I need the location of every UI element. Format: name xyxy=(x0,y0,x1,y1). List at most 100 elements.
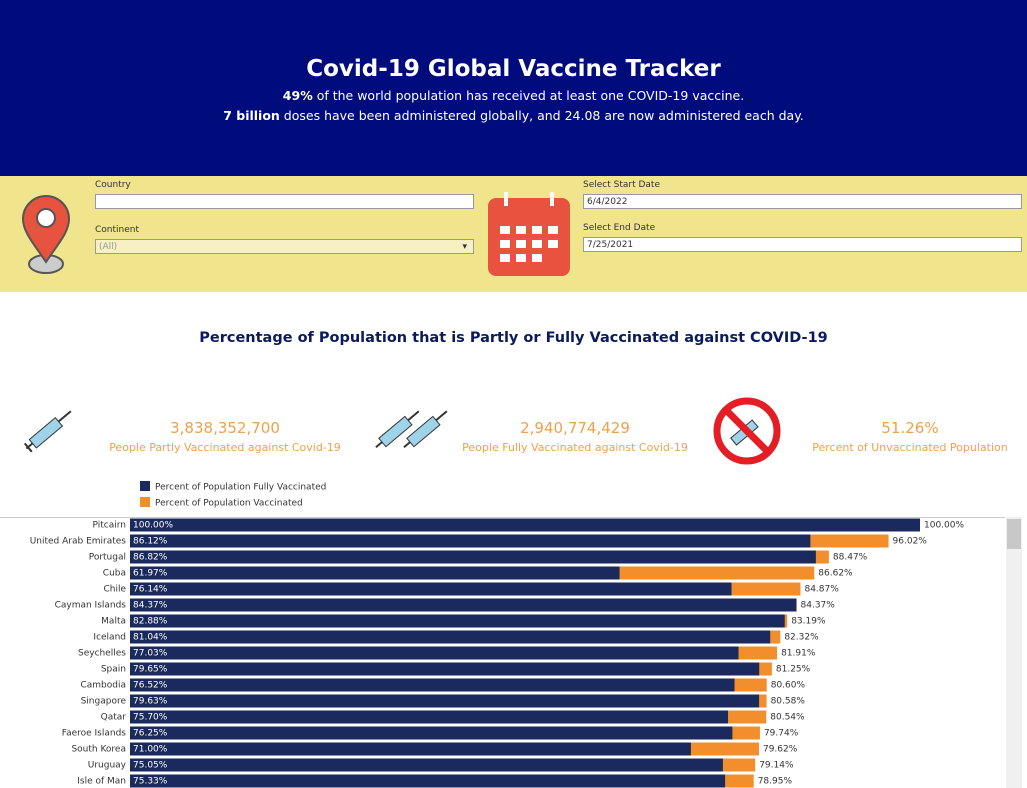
data-label: 71.00% xyxy=(133,745,168,755)
data-label: 86.62% xyxy=(818,569,853,579)
bar-fully-vaccinated xyxy=(130,614,785,628)
bar-fully-vaccinated xyxy=(130,694,760,708)
scrollbar-thumb[interactable] xyxy=(1007,519,1021,549)
chart-title: Percentage of Population that is Partly … xyxy=(199,330,828,346)
filter-label: Select Start Date xyxy=(583,180,660,190)
category-label: Pitcairn xyxy=(93,521,126,531)
highlight: 7 billion xyxy=(223,108,280,123)
data-label: 75.70% xyxy=(133,713,168,723)
text: of the world population has received at … xyxy=(312,88,745,103)
data-label: 80.54% xyxy=(770,713,805,723)
kpi-value: 2,940,774,429 xyxy=(520,419,630,437)
data-label: 82.32% xyxy=(784,633,819,643)
text: doses have been administered globally, a… xyxy=(279,108,804,123)
data-label: 81.91% xyxy=(781,649,816,659)
filter-label: Continent xyxy=(95,225,139,235)
end-date-input[interactable]: 7/25/2021 xyxy=(583,237,1022,252)
data-label: 76.14% xyxy=(133,585,168,595)
category-label: Chile xyxy=(103,585,126,595)
data-label: 83.19% xyxy=(791,617,826,627)
category-label: Qatar xyxy=(101,713,127,723)
kpi-label: Percent of Unvaccinated Population xyxy=(812,441,1008,454)
category-label: United Arab Emirates xyxy=(30,537,127,547)
category-label: Iceland xyxy=(93,633,126,643)
category-label: Portugal xyxy=(89,553,126,563)
header: Covid-19 Global Vaccine Tracker 49% of t… xyxy=(0,0,1027,176)
kpi-value: 3,838,352,700 xyxy=(170,419,280,437)
category-label: Singapore xyxy=(81,697,127,707)
bar-fully-vaccinated xyxy=(130,726,733,740)
data-label: 76.25% xyxy=(133,729,168,739)
syringes-icon xyxy=(375,410,448,448)
category-label: Cuba xyxy=(103,569,126,579)
bar-fully-vaccinated xyxy=(130,646,739,660)
legend: Percent of Population Fully Vaccinated Pe… xyxy=(140,481,326,509)
data-label: 77.03% xyxy=(133,649,168,659)
data-label: 79.74% xyxy=(764,729,799,739)
category-label: Seychelles xyxy=(78,649,126,659)
bar-fully-vaccinated xyxy=(130,758,723,772)
filter-bar: Country Continent (All) ▾ Select Start Da… xyxy=(0,176,1027,292)
syringe-icon xyxy=(23,410,72,453)
data-label: 81.04% xyxy=(133,633,168,643)
data-label: 82.88% xyxy=(133,617,168,627)
legend-label: Percent of Population Fully Vaccinated xyxy=(155,483,326,493)
start-date-input[interactable]: 6/4/2022 xyxy=(583,194,1022,209)
data-label: 80.58% xyxy=(771,697,806,707)
data-label: 100.00% xyxy=(133,521,173,531)
data-label: 80.60% xyxy=(771,681,806,691)
bar-fully-vaccinated xyxy=(130,550,816,564)
data-label: 79.65% xyxy=(133,665,168,675)
summary-line: 49% of the world population has received… xyxy=(0,88,1027,103)
dropdown-arrow: ▾ xyxy=(462,242,467,252)
category-label: South Korea xyxy=(71,745,126,755)
bar-fully-vaccinated xyxy=(130,582,732,596)
kpi-value: 51.26% xyxy=(881,419,939,437)
data-label: 100.00% xyxy=(924,521,964,531)
bar-fully-vaccinated xyxy=(130,534,811,548)
bar-fully-vaccinated xyxy=(130,630,771,644)
data-label: 61.97% xyxy=(133,569,168,579)
data-label: 81.25% xyxy=(776,665,811,675)
continent-select[interactable]: (All) ▾ xyxy=(95,239,474,254)
data-label: 75.33% xyxy=(133,777,168,787)
bar-fully-vaccinated xyxy=(130,662,760,676)
category-label: Cambodia xyxy=(80,681,126,691)
bar-fully-vaccinated xyxy=(130,774,726,788)
category-label: Uruguay xyxy=(88,761,127,771)
bar-fully-vaccinated xyxy=(130,598,797,612)
category-label: Isle of Man xyxy=(77,777,126,787)
no-vaccine-icon xyxy=(713,397,781,465)
bar-fully-vaccinated xyxy=(130,566,620,580)
scrollbar[interactable] xyxy=(1006,517,1022,788)
data-label: 78.95% xyxy=(758,777,793,787)
legend-swatch xyxy=(140,481,150,491)
title: Covid-19 Global Vaccine Tracker xyxy=(306,56,721,82)
category-label: Faeroe Islands xyxy=(62,729,127,739)
kpi-label: People Partly Vaccinated against Covid-1… xyxy=(109,441,341,454)
bar-fully-vaccinated xyxy=(130,678,735,692)
bar-chart: Pitcairn 100.00% 100.00% United Arab Emirat… xyxy=(0,517,1022,788)
kpi-label: People Fully Vaccinated against Covid-19 xyxy=(462,441,688,454)
data-label: 79.14% xyxy=(759,761,794,771)
country-input[interactable] xyxy=(95,194,474,209)
data-label: 79.62% xyxy=(763,745,798,755)
data-label: 75.05% xyxy=(133,761,168,771)
data-label: 76.52% xyxy=(133,681,168,691)
category-label: Spain xyxy=(101,665,126,675)
data-label: 84.87% xyxy=(804,585,839,595)
location-icon xyxy=(21,195,71,274)
bar-fully-vaccinated xyxy=(130,742,691,756)
category-label: Malta xyxy=(101,617,126,627)
data-label: 84.37% xyxy=(133,601,168,611)
bar-fully-vaccinated xyxy=(130,518,920,532)
filter-label: Select End Date xyxy=(583,223,656,233)
legend-swatch xyxy=(140,497,150,507)
data-label: 88.47% xyxy=(833,553,868,563)
data-label: 84.37% xyxy=(801,601,836,611)
data-label: 86.82% xyxy=(133,553,168,563)
data-label: 86.12% xyxy=(133,537,168,547)
select-value: (All) xyxy=(99,242,118,252)
legend-label: Percent of Population Vaccinated xyxy=(155,499,303,509)
